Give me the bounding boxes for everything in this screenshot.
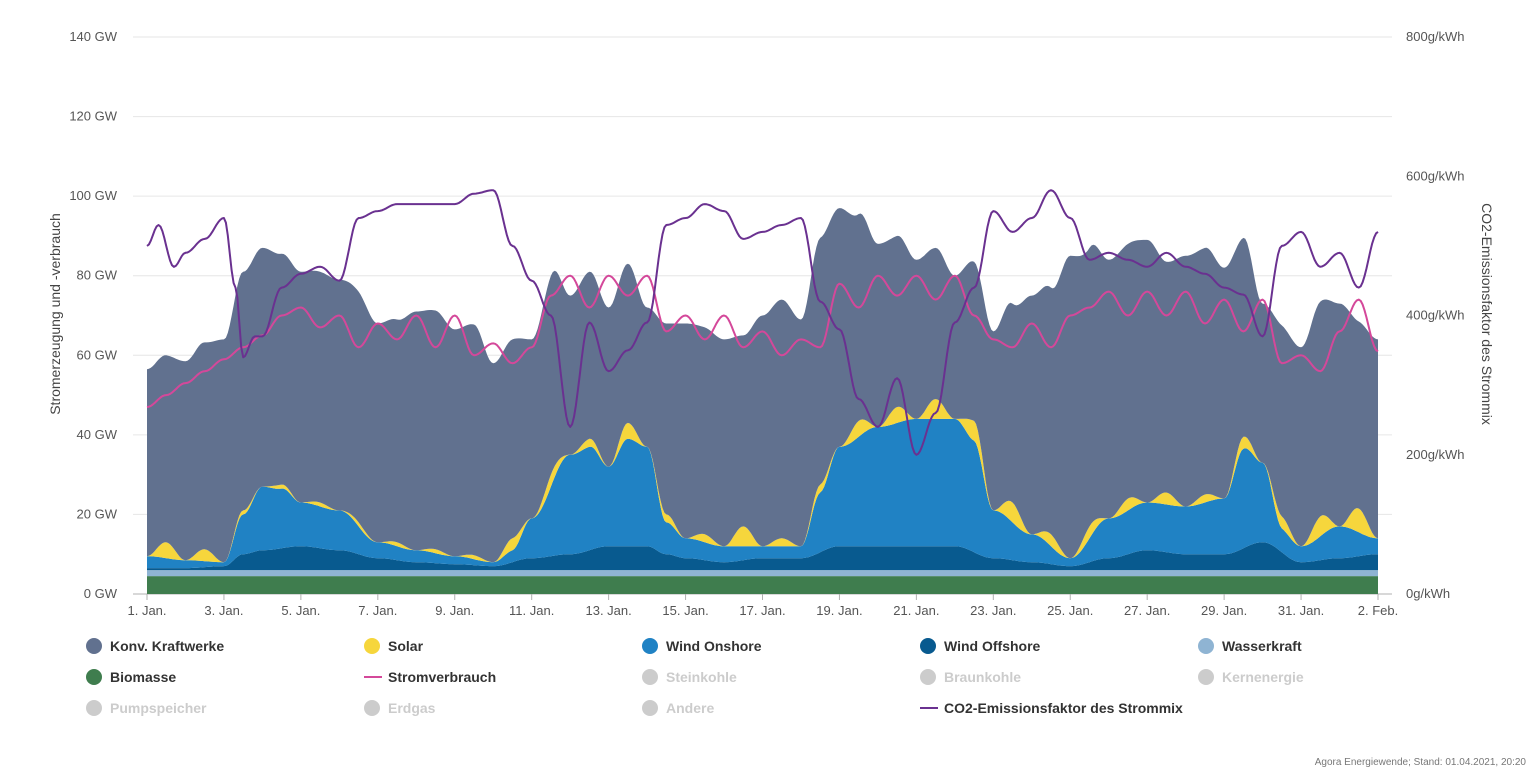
x-tick-label: 1. Jan. xyxy=(127,603,166,618)
legend-item-stromverbrauch[interactable]: Stromverbrauch xyxy=(364,667,642,687)
legend-dot-icon xyxy=(642,669,658,685)
legend-line-icon xyxy=(920,707,938,709)
y-tick-label: 0 GW xyxy=(84,586,118,601)
legend-item-wind-onshore[interactable]: Wind Onshore xyxy=(642,636,920,656)
y-right-tick-label: 200g/kWh xyxy=(1406,447,1465,462)
legend-label: Wind Onshore xyxy=(666,638,762,654)
legend-item-andere[interactable]: Andere xyxy=(642,698,920,718)
y-tick-label: 80 GW xyxy=(77,268,118,283)
x-tick-label: 7. Jan. xyxy=(358,603,397,618)
x-tick-label: 29. Jan. xyxy=(1201,603,1247,618)
legend-item-wind-offshore[interactable]: Wind Offshore xyxy=(920,636,1198,656)
legend-item-erdgas[interactable]: Erdgas xyxy=(364,698,642,718)
legend-label: CO2-Emissionsfaktor des Strommix xyxy=(944,700,1183,716)
legend-line-icon xyxy=(364,676,382,678)
legend-dot-icon xyxy=(1198,669,1214,685)
x-axis: 1. Jan. 3. Jan. 5. Jan. 7. Jan. 9. Jan. 11. J… xyxy=(127,594,1398,618)
x-tick-label: 25. Jan. xyxy=(1047,603,1093,618)
line-co2-emissionsfaktor xyxy=(146,189,1379,456)
y-axis-left: 0 GW 20 GW 40 GW 60 GW 80 GW 100 GW 120 GW 140 … xyxy=(69,29,117,601)
y-axis-title-left: Stromerzeugung und -verbrauch xyxy=(47,213,63,415)
legend-dot-icon xyxy=(86,638,102,654)
legend-dot-icon xyxy=(1198,638,1214,654)
legend-label: Wind Offshore xyxy=(944,638,1041,654)
legend-dot-icon xyxy=(642,700,658,716)
legend-item-braunkohle[interactable]: Braunkohle xyxy=(920,667,1198,687)
legend-item-konv-kraftwerke[interactable]: Konv. Kraftwerke xyxy=(86,636,364,656)
legend-label: Konv. Kraftwerke xyxy=(110,638,225,654)
legend-label: Stromverbrauch xyxy=(388,669,497,685)
y-tick-label: 60 GW xyxy=(77,347,118,362)
stacked-areas xyxy=(147,208,1378,594)
legend-label: Erdgas xyxy=(388,700,436,716)
y-right-tick-label: 600g/kWh xyxy=(1406,168,1465,183)
x-tick-label: 27. Jan. xyxy=(1124,603,1170,618)
area-wind-offshore xyxy=(147,542,1378,571)
x-tick-label: 5. Jan. xyxy=(281,603,320,618)
y-right-tick-label: 800g/kWh xyxy=(1406,29,1465,44)
x-tick-label: 21. Jan. xyxy=(893,603,939,618)
y-tick-label: 40 GW xyxy=(77,427,118,442)
legend-dot-icon xyxy=(86,669,102,685)
legend-dot-icon xyxy=(86,700,102,716)
series-lines xyxy=(146,189,1379,456)
y-axis-title-right: CO2-Emissionsfaktor des Strommix xyxy=(1479,203,1495,425)
legend-dot-icon xyxy=(642,638,658,654)
legend-label: Solar xyxy=(388,638,424,654)
legend: Konv. Kraftwerke Solar Wind Onshore Wind Of… xyxy=(86,636,1346,718)
y-tick-label: 120 GW xyxy=(69,109,117,124)
x-tick-label: 15. Jan. xyxy=(662,603,708,618)
area-wasserkraft xyxy=(147,570,1378,577)
legend-label: Pumpspeicher xyxy=(110,700,207,716)
legend-dot-icon xyxy=(364,700,380,716)
line-stromverbrauch xyxy=(146,274,1379,408)
legend-item-co2-emissionsfaktor-des-strommix[interactable]: CO2-Emissionsfaktor des Strommix xyxy=(920,698,1198,718)
x-tick-label: 2. Feb. xyxy=(1358,603,1398,618)
legend-item-steinkohle[interactable]: Steinkohle xyxy=(642,667,920,687)
x-tick-label: 13. Jan. xyxy=(585,603,631,618)
y-tick-label: 20 GW xyxy=(77,506,118,521)
chart: 0 GW 20 GW 40 GW 60 GW 80 GW 100 GW 120 GW 140 … xyxy=(47,29,1495,618)
area-biomasse xyxy=(147,576,1378,594)
legend-label: Biomasse xyxy=(110,669,177,685)
y-tick-label: 140 GW xyxy=(69,29,117,44)
legend-item-biomasse[interactable]: Biomasse xyxy=(86,667,364,687)
x-tick-label: 23. Jan. xyxy=(970,603,1016,618)
legend-item-wasserkraft[interactable]: Wasserkraft xyxy=(1198,636,1398,656)
source-credit: Agora Energiewende; Stand: 01.04.2021, 2… xyxy=(1314,757,1526,768)
legend-label: Steinkohle xyxy=(666,669,737,685)
legend-dot-icon xyxy=(920,669,936,685)
y-right-tick-label: 400g/kWh xyxy=(1406,308,1465,323)
legend-dot-icon xyxy=(364,638,380,654)
legend-label: Andere xyxy=(666,700,715,716)
x-tick-label: 3. Jan. xyxy=(204,603,243,618)
legend-item-kernenergie[interactable]: Kernenergie xyxy=(1198,667,1398,687)
legend-item-solar[interactable]: Solar xyxy=(364,636,642,656)
x-tick-label: 19. Jan. xyxy=(816,603,862,618)
legend-label: Kernenergie xyxy=(1222,669,1304,685)
y-axis-right: 0g/kWh 200g/kWh 400g/kWh 600g/kWh 800g/kWh xyxy=(1406,29,1465,601)
x-tick-label: 11. Jan. xyxy=(509,603,554,618)
x-tick-label: 31. Jan. xyxy=(1278,603,1324,618)
legend-dot-icon xyxy=(920,638,936,654)
x-tick-label: 17. Jan. xyxy=(739,603,785,618)
y-right-tick-label: 0g/kWh xyxy=(1406,586,1450,601)
legend-label: Wasserkraft xyxy=(1222,638,1302,654)
x-tick-label: 9. Jan. xyxy=(435,603,474,618)
legend-label: Braunkohle xyxy=(944,669,1022,685)
y-tick-label: 100 GW xyxy=(69,188,117,203)
area-konv-kraftwerke xyxy=(147,208,1378,563)
legend-item-pumpspeicher[interactable]: Pumpspeicher xyxy=(86,698,364,718)
